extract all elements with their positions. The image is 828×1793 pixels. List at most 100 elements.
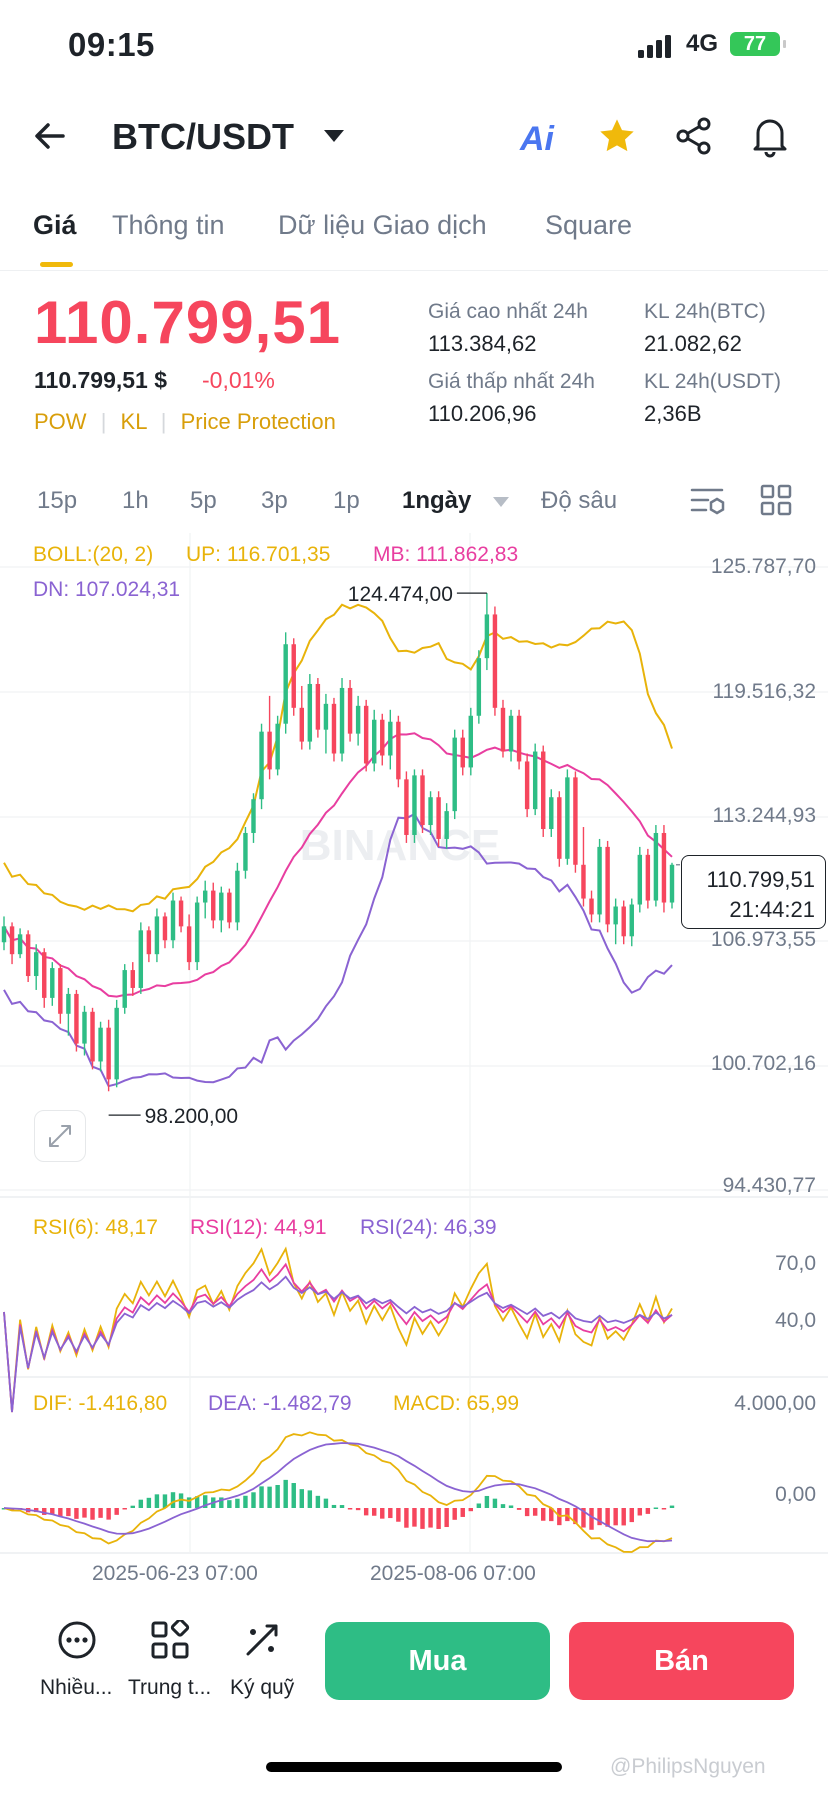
layout-grid-icon[interactable] [760, 484, 792, 516]
pair-title[interactable]: BTC/USDT [112, 116, 294, 157]
macd-histogram-bar [347, 1508, 353, 1510]
candle-body [331, 703, 337, 754]
candle-body [380, 719, 385, 756]
macd-histogram-bar [661, 1508, 667, 1510]
chevron-down-icon[interactable] [322, 126, 346, 146]
current-price-value: 110.799,51 [706, 867, 815, 892]
ai-icon[interactable]: Ai [520, 120, 554, 158]
macd-histogram-bar [331, 1504, 337, 1508]
bollinger-bands [3, 603, 673, 1088]
macd-histogram-bar [339, 1505, 345, 1508]
price-axis-label: 106.973,55 [710, 928, 816, 951]
macd-dea-label: DEA: -1.482,79 [208, 1392, 352, 1415]
binance-watermark: BINANCE [300, 821, 500, 870]
macd-histogram-bar [355, 1508, 361, 1511]
buy-button[interactable]: Mua [325, 1622, 550, 1700]
timeframe-15p[interactable]: 15p [37, 487, 78, 514]
macd-histogram-bar [251, 1492, 256, 1508]
battery-icon: 77 [730, 32, 786, 56]
candle-body [581, 864, 586, 899]
status-time: 09:15 [68, 26, 155, 63]
macd-histogram-bar [42, 1508, 47, 1515]
macd-histogram-bar [524, 1508, 530, 1517]
macd-histogram-bar [323, 1498, 329, 1508]
candle-body [291, 644, 296, 708]
macd-histogram-bar [380, 1508, 385, 1519]
bell-icon[interactable] [750, 114, 790, 158]
network-type: 4G [686, 30, 719, 57]
expand-icon [49, 1125, 71, 1147]
tag-pow[interactable]: POW [34, 409, 87, 434]
star-icon[interactable] [596, 116, 638, 156]
center-label[interactable]: Trung t... [128, 1676, 212, 1699]
fullscreen-button[interactable] [34, 1110, 86, 1162]
macd-histogram-bar [146, 1497, 152, 1508]
back-arrow-icon[interactable] [32, 118, 68, 154]
margin-label[interactable]: Ký quỹ [230, 1676, 295, 1699]
candle-body [235, 870, 240, 923]
rsi6-label: RSI(6): 48,17 [33, 1216, 158, 1239]
candle-body [444, 811, 449, 839]
candle-body [170, 900, 176, 941]
caret-down-icon[interactable] [492, 496, 510, 508]
tab-info[interactable]: Thông tin [112, 210, 225, 240]
timeframe-1p[interactable]: 1p [333, 487, 360, 514]
macd-histogram-bar [202, 1495, 208, 1508]
timeframe-1h[interactable]: 1h [122, 487, 149, 514]
center-icon[interactable] [150, 1620, 190, 1660]
price-axis-label: 113.244,93 [712, 804, 816, 827]
candle-body [500, 707, 506, 752]
timeframe-3p[interactable]: 3p [261, 487, 288, 514]
candle-body [106, 1027, 111, 1080]
margin-icon[interactable] [242, 1620, 282, 1660]
more-icon[interactable] [57, 1620, 97, 1660]
candle-body [66, 993, 71, 1014]
tab-trading-data[interactable]: Dữ liệu Giao dịch [278, 210, 487, 240]
macd-histogram-bar [33, 1508, 39, 1513]
timeframe-5p[interactable]: 5p [190, 487, 217, 514]
depth-tab[interactable]: Độ sâu [541, 487, 618, 514]
candle-body [178, 900, 184, 927]
macd-histogram-bar [613, 1508, 618, 1526]
candle-body [17, 934, 23, 955]
tab-indicator [40, 262, 73, 267]
home-indicator [266, 1762, 562, 1772]
candle-body [605, 846, 610, 925]
candle-body [90, 1011, 95, 1062]
macd-dea-line [3, 1442, 673, 1543]
more-label[interactable]: Nhiều... [40, 1676, 113, 1699]
rsi12-label: RSI(12): 44,91 [190, 1216, 327, 1239]
macd-histogram-bar [605, 1508, 610, 1527]
tag-kl[interactable]: KL [120, 409, 147, 434]
candle-body [33, 952, 39, 977]
boll-mb: MB: 111.862,83 [373, 543, 519, 566]
macd-histogram-bar [178, 1493, 184, 1508]
candle-body [114, 1007, 119, 1080]
macd-histogram-bar [468, 1508, 474, 1512]
low-24h-label: Giá thấp nhất 24h [428, 370, 595, 393]
price-chart[interactable]: BINANCE 124.474,00 98.200,00 [0, 533, 828, 1560]
macd-histogram-bar [532, 1508, 538, 1516]
share-icon[interactable] [674, 116, 714, 156]
candle-body [621, 906, 626, 937]
low-marker-label: 98.200,00 [145, 1105, 238, 1128]
candle-body [307, 683, 313, 742]
macd-histogram-bar [154, 1494, 160, 1508]
candle-body [669, 864, 675, 903]
sell-button[interactable]: Bán [569, 1622, 794, 1700]
tab-square[interactable]: Square [545, 210, 633, 240]
macd-histogram-bar [669, 1505, 675, 1508]
candle-body [243, 832, 248, 871]
tag-price-protection[interactable]: Price Protection [180, 409, 336, 434]
tab-price[interactable]: Giá [33, 210, 77, 240]
macd-histogram-bar [50, 1508, 55, 1515]
timeframe-1d[interactable]: 1ngày [402, 487, 472, 514]
macd-histogram-bar [629, 1508, 634, 1523]
macd-histogram-bar [412, 1508, 417, 1527]
indicator-settings-icon[interactable] [690, 486, 726, 516]
macd-dif-label: DIF: -1.416,80 [33, 1392, 168, 1415]
candle-body [661, 832, 667, 903]
macd-histogram-bar [621, 1508, 626, 1526]
macd-histogram-bar [194, 1496, 200, 1508]
candle-body [1, 926, 7, 943]
